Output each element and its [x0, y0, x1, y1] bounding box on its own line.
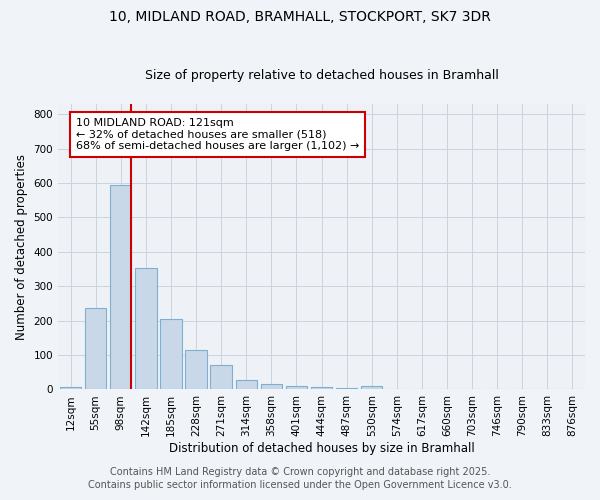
- Bar: [85, 308, 106, 390]
- Text: 10, MIDLAND ROAD, BRAMHALL, STOCKPORT, SK7 3DR: 10, MIDLAND ROAD, BRAMHALL, STOCKPORT, S…: [109, 10, 491, 24]
- Bar: [260, 384, 282, 390]
- Text: 10 MIDLAND ROAD: 121sqm
← 32% of detached houses are smaller (518)
68% of semi-d: 10 MIDLAND ROAD: 121sqm ← 32% of detache…: [76, 118, 359, 151]
- Bar: [211, 364, 232, 390]
- Bar: [336, 388, 357, 390]
- Bar: [160, 320, 182, 390]
- Text: Contains HM Land Registry data © Crown copyright and database right 2025.
Contai: Contains HM Land Registry data © Crown c…: [88, 467, 512, 490]
- Y-axis label: Number of detached properties: Number of detached properties: [15, 154, 28, 340]
- Bar: [286, 386, 307, 390]
- Title: Size of property relative to detached houses in Bramhall: Size of property relative to detached ho…: [145, 69, 499, 82]
- X-axis label: Distribution of detached houses by size in Bramhall: Distribution of detached houses by size …: [169, 442, 475, 455]
- Bar: [311, 387, 332, 390]
- Bar: [60, 386, 81, 390]
- Bar: [185, 350, 207, 390]
- Bar: [110, 185, 131, 390]
- Bar: [236, 380, 257, 390]
- Bar: [361, 386, 382, 390]
- Bar: [135, 268, 157, 390]
